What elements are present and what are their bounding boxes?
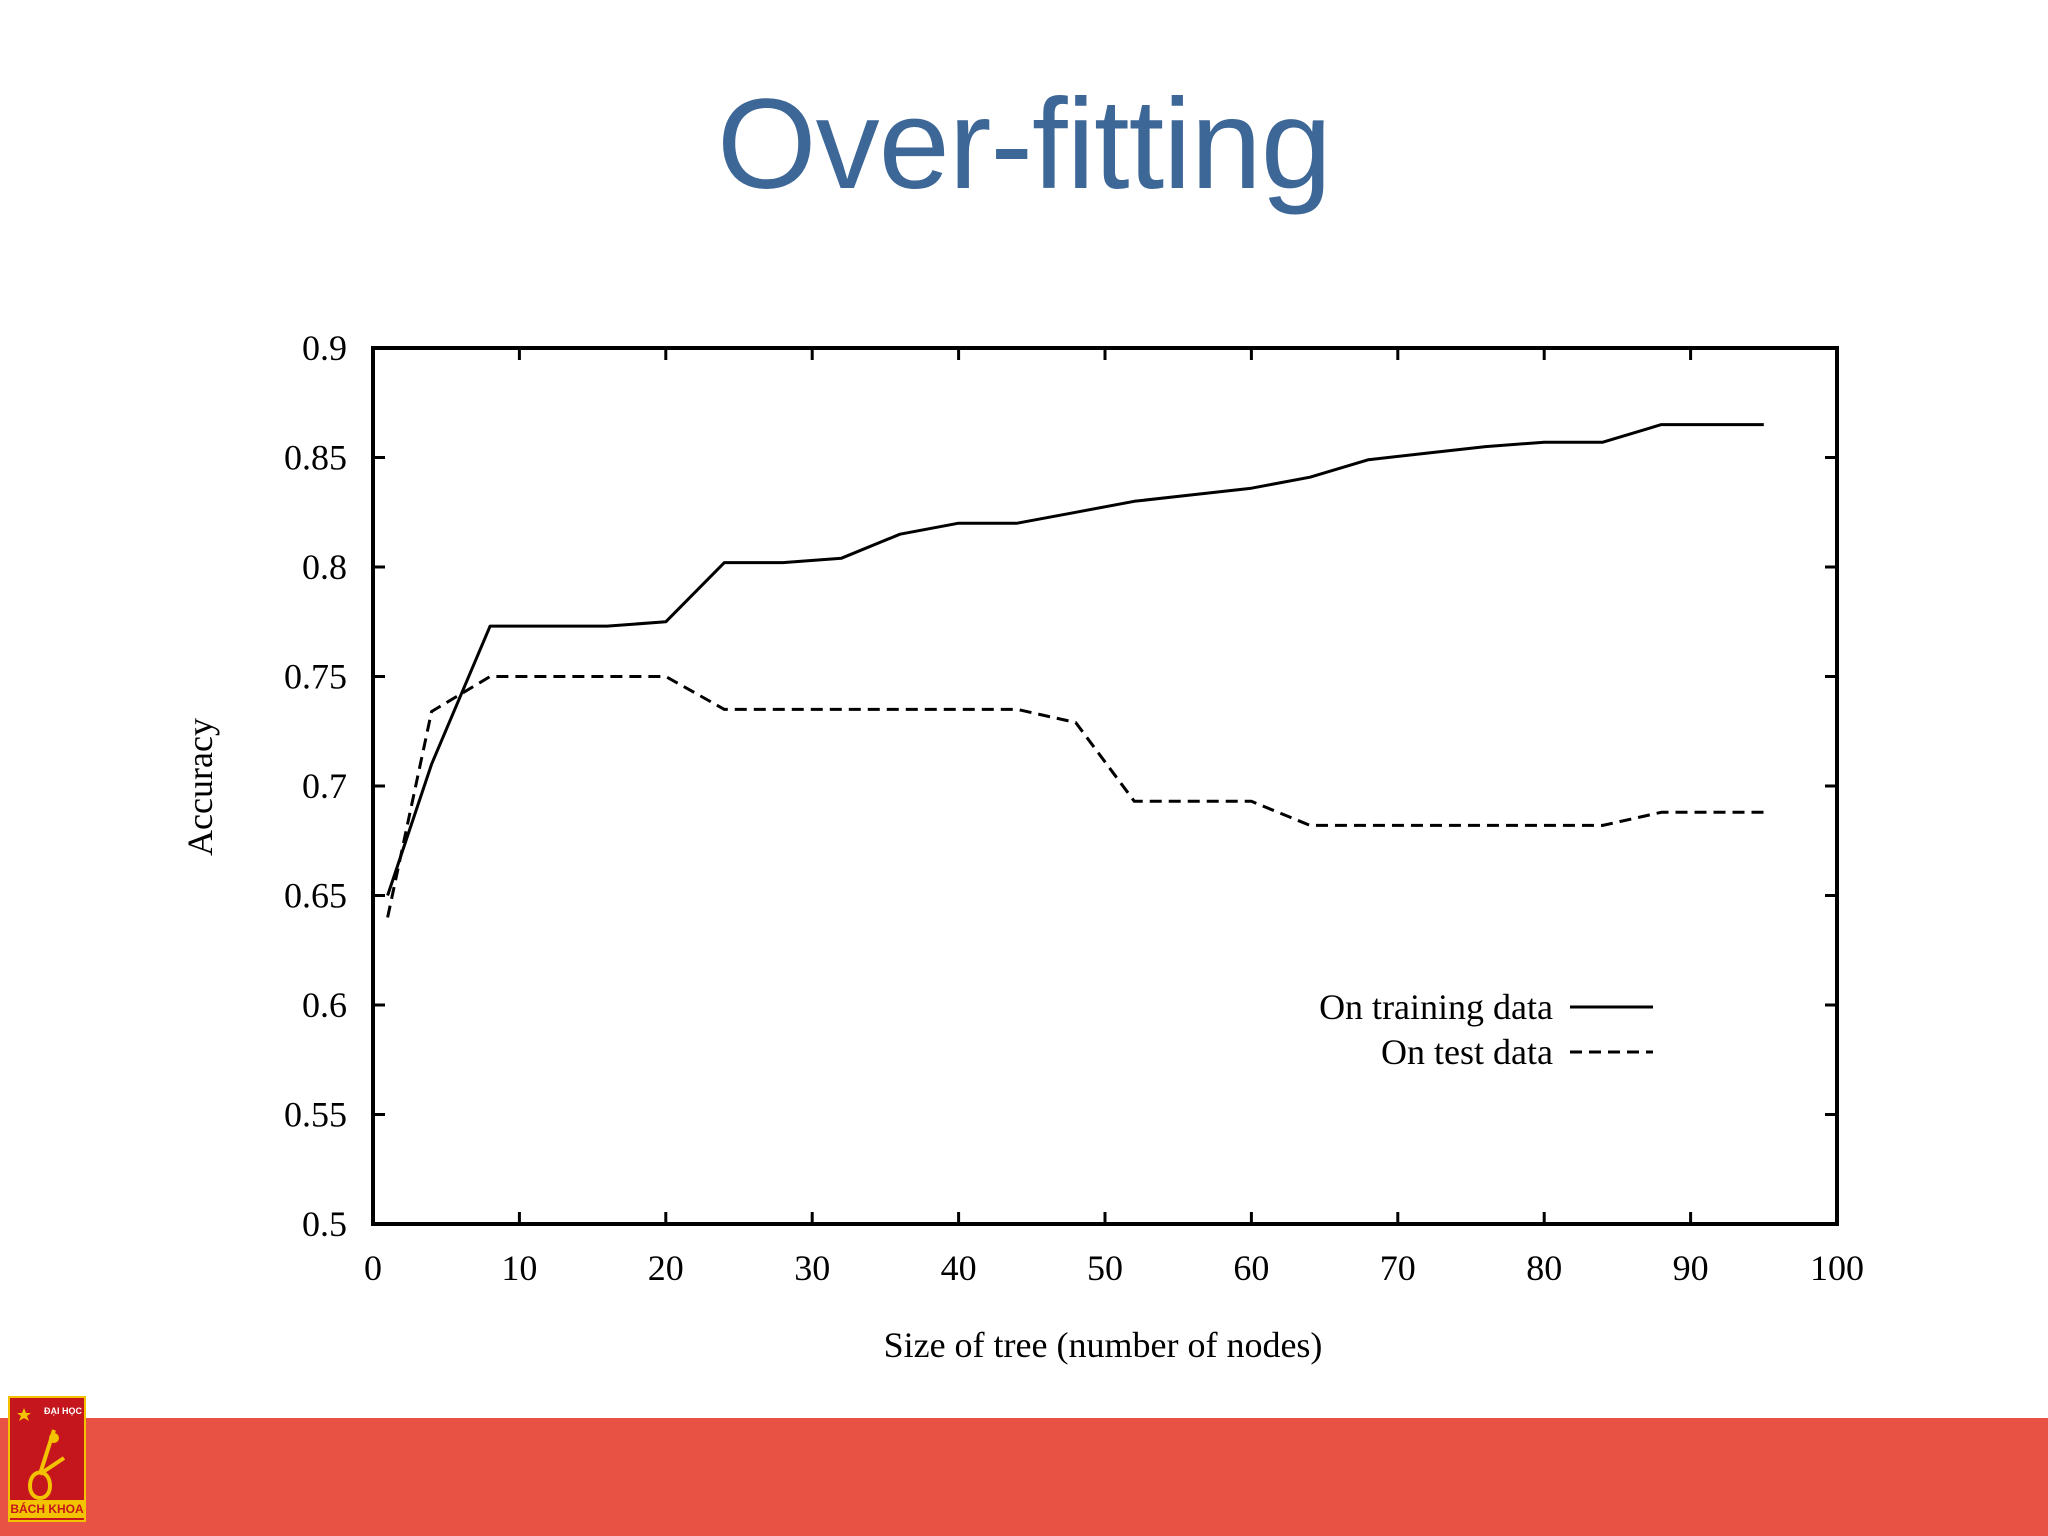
logo-bottom-text: BÁCH KHOA: [10, 1500, 84, 1518]
slide-title: Over-fitting: [717, 73, 1332, 216]
y-axis-label: Accuracy: [180, 718, 220, 856]
x-tick-label: 10: [501, 1248, 537, 1288]
plot-frame: [371, 346, 1839, 1226]
plot-area: 0 10 20 30 40 50 60 70 80 90 100 0.5 0.55 0.6 0.65 0.7 0…: [284, 328, 1864, 1288]
x-tick-label: 90: [1673, 1248, 1709, 1288]
y-tick-label: 0.9: [302, 328, 347, 368]
y-tick-label: 0.8: [302, 547, 347, 587]
x-tick-label: 80: [1526, 1248, 1562, 1288]
x-tick-label: 70: [1380, 1248, 1416, 1288]
y-tick-label: 0.6: [302, 985, 347, 1025]
x-tick-label: 50: [1087, 1248, 1123, 1288]
x-tick-label: 100: [1810, 1248, 1864, 1288]
y-tick-label: 0.7: [302, 766, 347, 806]
x-tick-label: 30: [794, 1248, 830, 1288]
x-tick-label: 40: [941, 1248, 977, 1288]
y-tick-label: 0.75: [284, 657, 347, 697]
university-logo: ĐẠI HỌC BÁCH KHOA: [8, 1396, 86, 1522]
test-data-line: [386, 675, 1764, 918]
y-tick-label: 0.5: [302, 1204, 347, 1244]
x-tick-label: 20: [648, 1248, 684, 1288]
y-tick-label: 0.65: [284, 876, 347, 916]
footer-bar: [0, 1418, 2048, 1536]
y-tick-label: 0.85: [284, 438, 347, 478]
logo-emblem-icon: [17, 1408, 66, 1500]
x-axis-label: Size of tree (number of nodes): [884, 1325, 1323, 1365]
legend-label: On training data: [1319, 987, 1553, 1027]
legend-label: On test data: [1381, 1032, 1553, 1072]
y-tick-label: 0.55: [284, 1095, 347, 1135]
x-tick-label: 0: [364, 1248, 382, 1288]
training-data-line: [386, 423, 1764, 896]
x-tick-label: 60: [1233, 1248, 1269, 1288]
logo-top-text: ĐẠI HỌC: [44, 1406, 82, 1416]
